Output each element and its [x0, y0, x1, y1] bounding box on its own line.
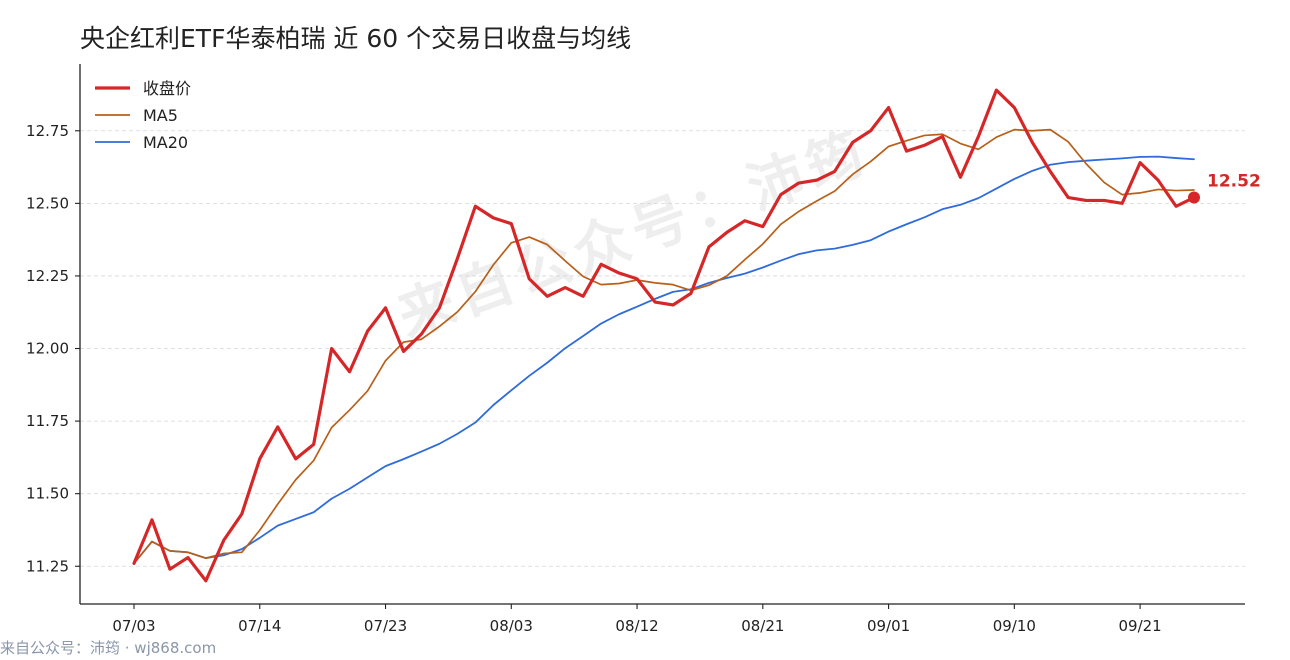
legend-label-close: 收盘价	[143, 79, 191, 98]
x-tick-label: 08/12	[615, 617, 658, 635]
y-tick-label: 12.75	[26, 122, 69, 140]
series-ma5-line	[133, 128, 1195, 565]
y-tick-label: 12.50	[26, 194, 69, 212]
series-lines	[132, 88, 1196, 583]
x-tick-label: 08/03	[490, 617, 533, 635]
x-axis-ticks: 07/03 07/14 07/23 08/03 08/12 08/21 09/01 09/10…	[112, 604, 1162, 635]
last-close-marker	[1188, 191, 1200, 204]
x-tick-label: 09/21	[1118, 617, 1161, 635]
chart-title: 央企红利ETF华泰柏瑞 近 60 个交易日收盘与均线	[80, 24, 631, 53]
series-ma20-line	[133, 155, 1195, 565]
x-tick-label: 08/21	[741, 617, 784, 635]
legend-item-ma20: MA20	[95, 133, 188, 152]
x-tick-label: 09/10	[993, 617, 1036, 635]
last-close-annotation: 12.52	[1188, 172, 1261, 204]
y-tick-label: 12.25	[26, 267, 69, 285]
y-tick-label: 11.75	[26, 412, 69, 430]
legend-item-ma5: MA5	[95, 106, 178, 125]
footer-source: 来自公众号：沛筠 · wj868.com	[0, 639, 216, 657]
y-tick-label: 11.25	[26, 557, 69, 575]
legend: 收盘价 MA5 MA20	[95, 79, 191, 152]
last-close-label: 12.52	[1207, 172, 1261, 192]
legend-item-close: 收盘价	[95, 79, 191, 98]
x-tick-label: 07/03	[112, 617, 155, 635]
x-tick-label: 09/01	[867, 617, 910, 635]
axes: 11.25 11.50 11.75 12.00 12.25 12.50 12.75 07/0…	[26, 64, 1245, 635]
legend-label-ma5: MA5	[143, 106, 178, 125]
x-tick-label: 07/23	[364, 617, 407, 635]
watermark: 来自公众号：沛筠	[390, 119, 878, 350]
series-close-line	[132, 88, 1196, 583]
y-tick-label: 12.00	[26, 340, 69, 358]
legend-label-ma20: MA20	[143, 133, 188, 152]
x-tick-label: 07/14	[238, 617, 281, 635]
y-axis-ticks: 11.25 11.50 11.75 12.00 12.25 12.50 12.75	[26, 122, 80, 575]
gridlines	[80, 130, 1245, 567]
y-tick-label: 11.50	[26, 485, 69, 503]
